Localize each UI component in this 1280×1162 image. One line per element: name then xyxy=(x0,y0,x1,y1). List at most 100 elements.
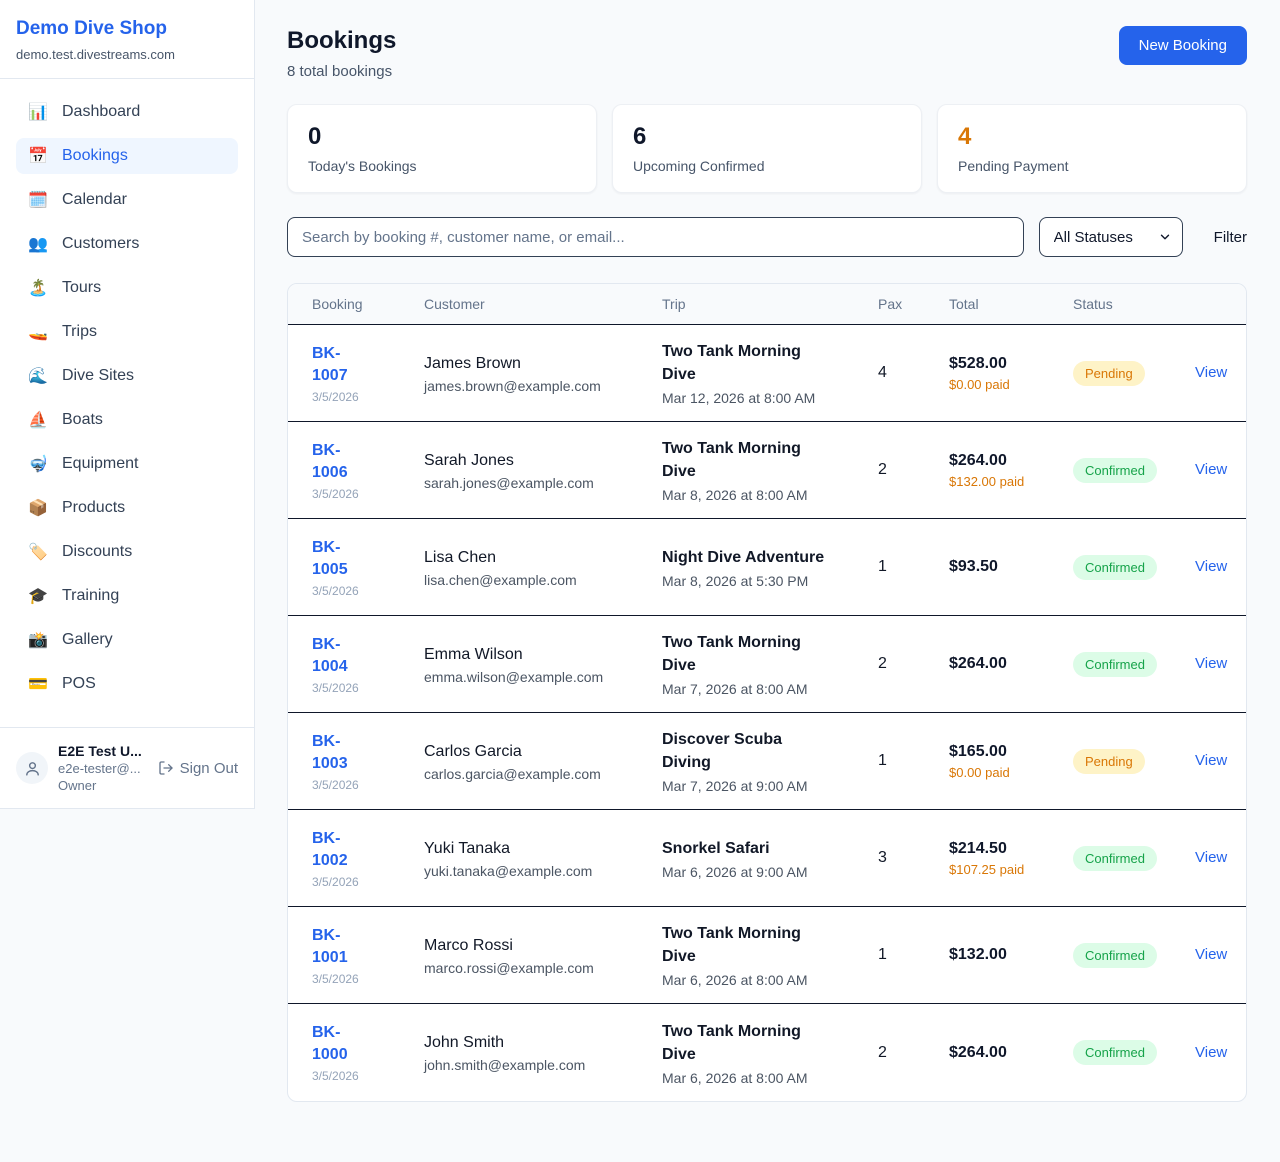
view-link[interactable]: View xyxy=(1195,558,1228,575)
table-row: BK-1007 3/5/2026 James Brown james.brown@ex… xyxy=(288,325,1246,422)
booking-id-link[interactable]: BK-1006 xyxy=(312,441,348,481)
sidebar-item-trips[interactable]: 🚤 Trips xyxy=(16,314,238,350)
sidebar-item-dashboard[interactable]: 📊 Dashboard xyxy=(16,94,238,130)
bar-chart-icon: 📊 xyxy=(28,102,48,121)
view-link[interactable]: View xyxy=(1195,364,1228,381)
filter-button[interactable]: Filter xyxy=(1213,228,1247,246)
stat-label: Today's Bookings xyxy=(308,158,417,174)
sidebar-item-pos[interactable]: 💳 POS xyxy=(16,666,238,702)
sidebar-item-discounts[interactable]: 🏷️ Discounts xyxy=(16,534,238,570)
page-header: Bookings 8 total bookings New Booking xyxy=(287,26,1247,80)
table-row: BK-1002 3/5/2026 Yuki Tanaka yuki.tanaka@ex… xyxy=(288,810,1246,907)
wave-icon: 🌊 xyxy=(28,366,48,385)
table-row: BK-1005 3/5/2026 Lisa Chen lisa.chen@exampl… xyxy=(288,519,1246,616)
trip-cell: Night Dive Adventure Mar 8, 2026 at 5:30 … xyxy=(638,546,854,589)
trip-cell: Two Tank Morning Dive Mar 12, 2026 at 8:0… xyxy=(638,340,854,406)
sidebar-item-label: Equipment xyxy=(62,455,139,472)
pax-cell: 2 xyxy=(878,655,887,672)
sidebar-item-bookings[interactable]: 📅 Bookings xyxy=(16,138,238,174)
total-amount: $264.00 xyxy=(949,451,1007,469)
trip-cell: Discover Scuba Diving Mar 7, 2026 at 9:00… xyxy=(638,728,854,794)
booking-id-link[interactable]: BK-1007 xyxy=(312,344,348,384)
user-email: e2e-tester@... xyxy=(58,761,141,776)
total-amount: $264.00 xyxy=(949,1043,1007,1061)
status-badge: Confirmed xyxy=(1073,845,1157,871)
actions-cell: View xyxy=(1171,849,1246,867)
trip-name: Two Tank Morning Dive xyxy=(662,925,801,965)
status-badge: Confirmed xyxy=(1073,457,1157,483)
booking-id-link[interactable]: BK-1004 xyxy=(312,635,348,675)
view-link[interactable]: View xyxy=(1195,461,1228,478)
customer-cell: Emma Wilson emma.wilson@example.com xyxy=(400,644,638,685)
sidebar-item-training[interactable]: 🎓 Training xyxy=(16,578,238,614)
booking-cell: BK-1001 3/5/2026 xyxy=(288,925,400,986)
pax-cell: 2 xyxy=(878,461,887,478)
customer-email: emma.wilson@example.com xyxy=(424,668,604,685)
stat-card-upcoming-confirmed: 6 Upcoming Confirmed xyxy=(612,104,922,193)
diving-mask-icon: 🤿 xyxy=(28,454,48,473)
booking-cell: BK-1007 3/5/2026 xyxy=(288,343,400,404)
status-cell: Confirmed xyxy=(1049,651,1171,677)
trip-cell: Two Tank Morning Dive Mar 6, 2026 at 8:00… xyxy=(638,922,854,988)
trip-cell: Two Tank Morning Dive Mar 6, 2026 at 8:00… xyxy=(638,1020,854,1086)
sign-out-button[interactable]: Sign Out xyxy=(158,760,238,777)
booking-id-link[interactable]: BK-1001 xyxy=(312,926,348,966)
booking-id-link[interactable]: BK-1002 xyxy=(312,829,348,869)
view-link[interactable]: View xyxy=(1195,849,1228,866)
sidebar-item-label: Dashboard xyxy=(62,103,141,120)
sidebar-item-calendar[interactable]: 🗓️ Calendar xyxy=(16,182,238,218)
actions-cell: View xyxy=(1171,461,1246,479)
sailboat-icon: ⛵ xyxy=(28,410,48,429)
sidebar-item-boats[interactable]: ⛵ Boats xyxy=(16,402,238,438)
new-booking-button[interactable]: New Booking xyxy=(1118,26,1247,65)
sidebar-item-products[interactable]: 📦 Products xyxy=(16,490,238,526)
actions-cell: View xyxy=(1171,752,1246,770)
booking-id-link[interactable]: BK-1003 xyxy=(312,732,348,772)
total-amount: $132.00 xyxy=(949,946,1007,963)
customer-cell: John Smith john.smith@example.com xyxy=(400,1032,638,1073)
brand-domain: demo.test.divestreams.com xyxy=(16,47,175,62)
actions-cell: View xyxy=(1171,655,1246,673)
booking-cell: BK-1005 3/5/2026 xyxy=(288,537,400,598)
spiral-calendar-icon: 🗓️ xyxy=(28,190,48,209)
paid-amount: $0.00 paid xyxy=(949,764,1010,780)
customer-email: lisa.chen@example.com xyxy=(424,571,577,588)
view-link[interactable]: View xyxy=(1195,946,1228,963)
booking-date: 3/5/2026 xyxy=(312,389,359,404)
trip-cell: Snorkel Safari Mar 6, 2026 at 9:00 AM xyxy=(638,837,854,880)
total-cell: $93.50 xyxy=(925,558,1049,576)
sidebar-item-label: POS xyxy=(62,675,96,692)
total-amount: $264.00 xyxy=(949,655,1007,672)
booking-date: 3/5/2026 xyxy=(312,971,359,986)
view-link[interactable]: View xyxy=(1195,655,1228,672)
sidebar-item-label: Dive Sites xyxy=(62,367,135,384)
total-cell: $264.00 $132.00 paid xyxy=(925,452,1049,489)
trip-time: Mar 6, 2026 at 9:00 AM xyxy=(662,863,808,880)
tag-icon: 🏷️ xyxy=(28,542,48,561)
status-select[interactable]: All Statuses xyxy=(1038,217,1183,257)
sidebar-item-tours[interactable]: 🏝️ Tours xyxy=(16,270,238,306)
customer-email: carlos.garcia@example.com xyxy=(424,765,601,782)
customer-email: yuki.tanaka@example.com xyxy=(424,862,593,879)
booking-id-link[interactable]: BK-1000 xyxy=(312,1024,348,1063)
view-link[interactable]: View xyxy=(1195,1043,1228,1061)
booking-date: 3/5/2026 xyxy=(312,486,359,501)
sidebar-item-customers[interactable]: 👥 Customers xyxy=(16,226,238,262)
sidebar-item-gallery[interactable]: 📸 Gallery xyxy=(16,622,238,658)
status-badge: Confirmed xyxy=(1073,942,1157,968)
sidebar-item-label: Gallery xyxy=(62,631,113,648)
pax-cell: 1 xyxy=(878,558,887,575)
customer-cell: Carlos Garcia carlos.garcia@example.com xyxy=(400,741,638,782)
customer-email: sarah.jones@example.com xyxy=(424,474,594,491)
sidebar-item-equipment[interactable]: 🤿 Equipment xyxy=(16,446,238,482)
trip-time: Mar 6, 2026 at 8:00 AM xyxy=(662,1069,808,1086)
sidebar-item-dive-sites[interactable]: 🌊 Dive Sites xyxy=(16,358,238,394)
trip-name: Two Tank Morning Dive xyxy=(662,440,801,480)
sidebar-item-label: Tours xyxy=(62,279,102,296)
booking-date: 3/5/2026 xyxy=(312,680,359,695)
search-input[interactable] xyxy=(287,217,1024,257)
view-link[interactable]: View xyxy=(1195,752,1228,769)
trip-time: Mar 12, 2026 at 8:00 AM xyxy=(662,390,816,406)
booking-id-link[interactable]: BK-1005 xyxy=(312,538,348,578)
sidebar-item-label: Customers xyxy=(62,235,140,252)
